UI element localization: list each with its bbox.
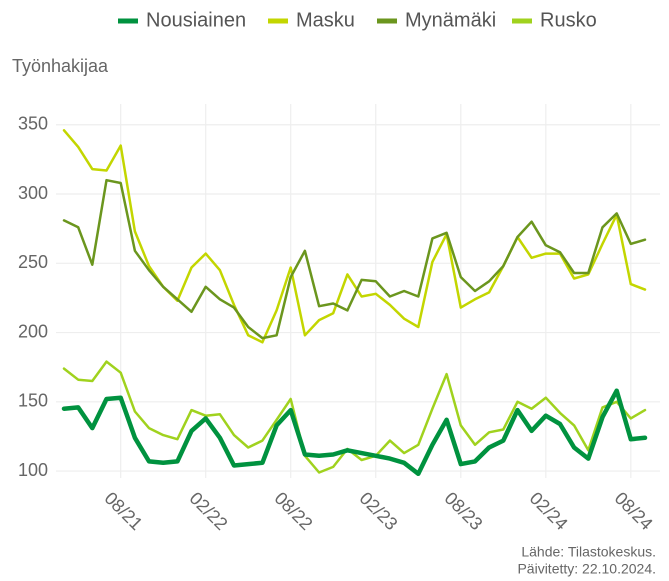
legend-label: Rusko — [540, 9, 597, 31]
x-tick-label: 02/22 — [186, 488, 232, 534]
legend-label: Masku — [296, 9, 355, 31]
x-tick-label: 02/23 — [356, 488, 402, 534]
y-tick-label: 250 — [18, 252, 48, 272]
caption: Lähde: Tilastokeskus. — [521, 544, 656, 560]
series-line — [62, 360, 647, 474]
caption: Päivitetty: 22.10.2024. — [517, 561, 656, 577]
y-tick-label: 200 — [18, 321, 48, 341]
x-tick-label: 02/24 — [526, 488, 572, 534]
x-tick-label: 08/22 — [271, 488, 317, 534]
legend-label: Mynämäki — [405, 9, 496, 31]
series-line — [62, 178, 647, 340]
y-tick-label: 150 — [18, 391, 48, 411]
x-tick-label: 08/24 — [611, 488, 657, 534]
y-tick-label: 100 — [18, 460, 48, 480]
y-tick-label: 350 — [18, 114, 48, 134]
series-line — [61, 388, 648, 477]
x-tick-label: 08/21 — [100, 488, 146, 534]
y-axis-label: Työnhakijaa — [12, 56, 109, 76]
series-line — [62, 129, 647, 344]
y-tick-label: 300 — [18, 183, 48, 203]
x-tick-label: 08/23 — [441, 488, 487, 534]
legend-label: Nousiainen — [146, 9, 246, 31]
